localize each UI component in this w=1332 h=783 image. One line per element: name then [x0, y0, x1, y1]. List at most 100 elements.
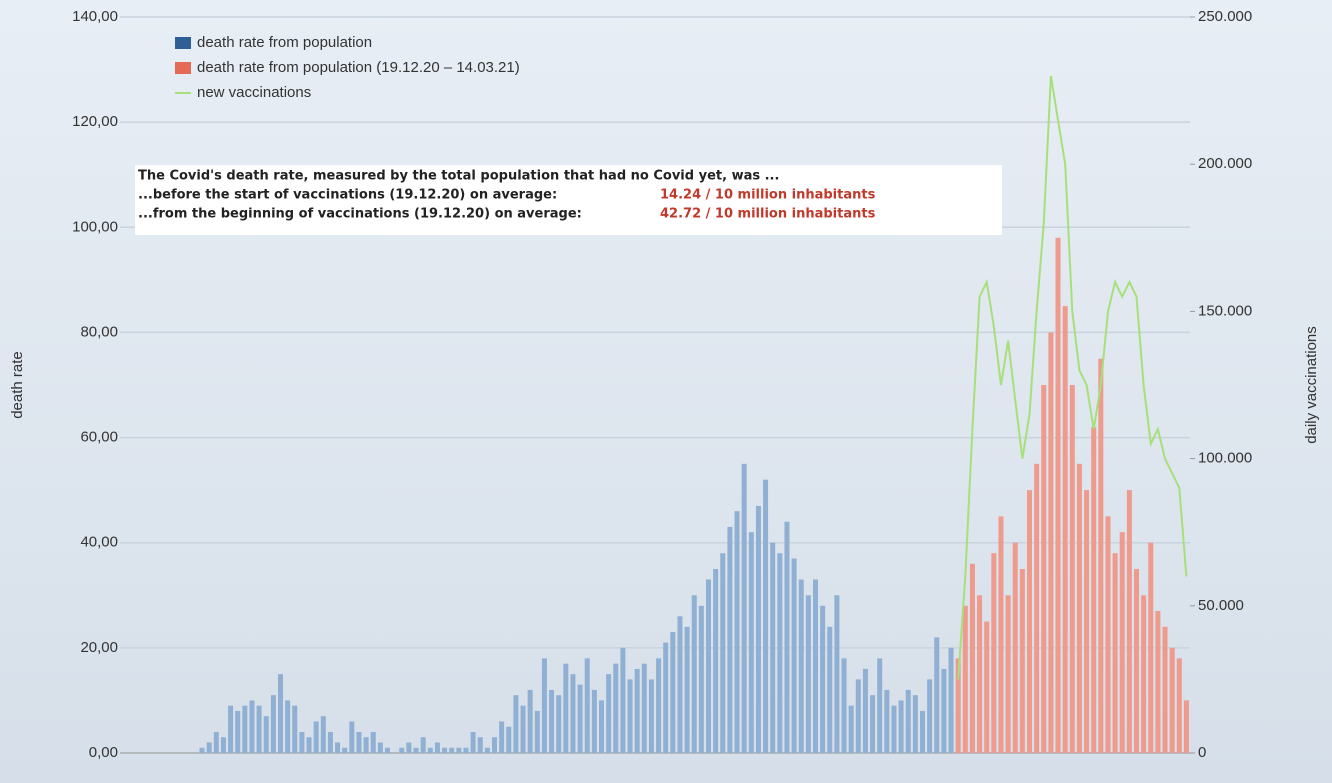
- bar: [584, 658, 590, 753]
- bar: [841, 658, 847, 753]
- y2-tick-label: 100.000: [1198, 450, 1252, 467]
- bar: [285, 700, 291, 753]
- bar: [477, 737, 483, 753]
- bar: [377, 742, 383, 753]
- bar: [541, 658, 547, 753]
- bar: [784, 521, 790, 753]
- bar: [427, 747, 433, 753]
- bar: [320, 716, 326, 753]
- bar: [763, 479, 769, 753]
- bar: [370, 731, 376, 753]
- legend-label: death rate from population: [197, 34, 372, 51]
- bar: [1112, 553, 1118, 753]
- bar: [748, 532, 754, 753]
- bar: [834, 595, 840, 753]
- bar: [884, 689, 890, 753]
- bar: [656, 658, 662, 753]
- legend-swatch: [175, 62, 191, 74]
- bar: [570, 674, 576, 753]
- bar: [1119, 532, 1125, 753]
- bar: [727, 526, 733, 753]
- bar: [969, 563, 975, 753]
- bar: [620, 647, 626, 753]
- bar: [791, 558, 797, 753]
- bar: [299, 731, 305, 753]
- bar: [335, 742, 341, 753]
- bar: [770, 542, 776, 753]
- bar: [684, 626, 690, 753]
- bar: [827, 626, 833, 753]
- legend-swatch: [175, 37, 191, 49]
- bar: [1134, 569, 1139, 753]
- bar: [606, 674, 612, 753]
- bar: [912, 695, 918, 753]
- bar: [577, 684, 583, 753]
- bar: [1027, 490, 1032, 753]
- bar: [891, 705, 897, 753]
- bar: [641, 663, 647, 753]
- bar: [777, 553, 783, 753]
- y-tick-label: 140,00: [72, 8, 118, 25]
- bar: [634, 668, 640, 753]
- annotation-value: 42.72 / 10 million inhabitants: [660, 207, 876, 222]
- bar: [862, 668, 868, 753]
- annotation-line: ...from the beginning of vaccinations (1…: [138, 207, 582, 222]
- bar: [820, 605, 826, 753]
- bar: [442, 747, 448, 753]
- bar: [549, 689, 555, 753]
- bar: [1034, 463, 1040, 753]
- bar: [235, 710, 241, 753]
- bar: [1062, 306, 1068, 753]
- bar: [306, 737, 312, 753]
- bar: [813, 579, 818, 753]
- bar: [870, 695, 876, 753]
- y-tick-label: 40,00: [80, 534, 118, 551]
- bar: [698, 605, 704, 753]
- bar: [1084, 490, 1090, 753]
- bar: [263, 716, 269, 753]
- bar: [484, 747, 490, 753]
- bar: [941, 668, 947, 753]
- bar: [962, 605, 968, 753]
- bar: [898, 700, 904, 753]
- bar: [1069, 385, 1075, 753]
- bar: [1155, 611, 1161, 753]
- bar: [434, 742, 440, 753]
- bar: [499, 721, 505, 753]
- bar: [399, 747, 405, 753]
- y-tick-label: 60,00: [80, 429, 118, 446]
- bar: [220, 737, 226, 753]
- bar: [741, 463, 747, 753]
- annotation-line: ...before the start of vaccinations (19.…: [138, 188, 557, 203]
- bar: [1105, 516, 1111, 753]
- bar: [1019, 569, 1025, 753]
- legend-label: death rate from population (19.12.20 – 1…: [197, 59, 520, 76]
- bar: [691, 595, 697, 753]
- bar: [270, 695, 276, 753]
- annotation-box: [135, 165, 1002, 235]
- bar: [278, 674, 283, 753]
- bar: [1176, 658, 1182, 753]
- bar: [1126, 490, 1132, 753]
- y2-tick-label: 200.000: [1198, 155, 1252, 172]
- bar: [877, 658, 883, 753]
- bar: [713, 569, 719, 753]
- bar: [506, 726, 512, 753]
- bar: [720, 553, 726, 753]
- bar: [313, 721, 319, 753]
- bar: [406, 742, 412, 753]
- annotation-line: The Covid's death rate, measured by the …: [138, 169, 779, 184]
- bar: [292, 705, 298, 753]
- bar: [706, 579, 711, 753]
- bar: [520, 705, 526, 753]
- bar: [948, 647, 954, 753]
- bar: [556, 695, 562, 753]
- bar: [670, 632, 676, 753]
- bar: [327, 731, 333, 753]
- bar: [449, 747, 455, 753]
- y2-tick-label: 250.000: [1198, 8, 1252, 25]
- bar: [998, 516, 1004, 753]
- bar: [663, 642, 669, 753]
- bar: [527, 689, 533, 753]
